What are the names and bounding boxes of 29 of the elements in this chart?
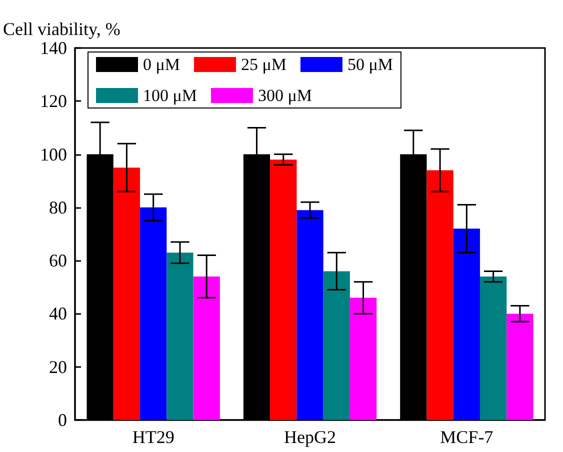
y-tick-label: 0 [58, 410, 67, 430]
y-tick-label: 80 [49, 197, 67, 218]
y-tick-label: 140 [40, 38, 67, 58]
bar [270, 160, 297, 420]
legend-label: 100 μM [143, 86, 197, 105]
bar [506, 314, 534, 420]
bar [426, 170, 454, 420]
bar [480, 276, 507, 420]
bar [113, 168, 140, 420]
y-tick-label: 100 [40, 144, 67, 164]
x-tick-label: MCF-7 [440, 427, 494, 447]
bar [140, 207, 167, 420]
bar [166, 252, 194, 420]
legend-label: 50 μM [347, 55, 393, 74]
bar [323, 271, 350, 420]
y-tick-label: 120 [40, 91, 67, 112]
bar [296, 210, 324, 420]
x-tick-label: HT29 [132, 427, 174, 447]
bar [453, 228, 480, 420]
bar [193, 276, 220, 420]
legend-label: 0 μM [143, 55, 180, 74]
legend-label: 25 μM [240, 55, 286, 74]
y-tick-label: 60 [49, 250, 67, 271]
legend-label: 300 μM [258, 86, 312, 105]
bar [350, 298, 377, 420]
y-tick-label: 40 [49, 304, 67, 324]
y-axis-title: Cell viability, % [3, 19, 120, 39]
y-tick-label: 20 [49, 356, 67, 377]
x-tick-label: HepG2 [284, 427, 336, 447]
